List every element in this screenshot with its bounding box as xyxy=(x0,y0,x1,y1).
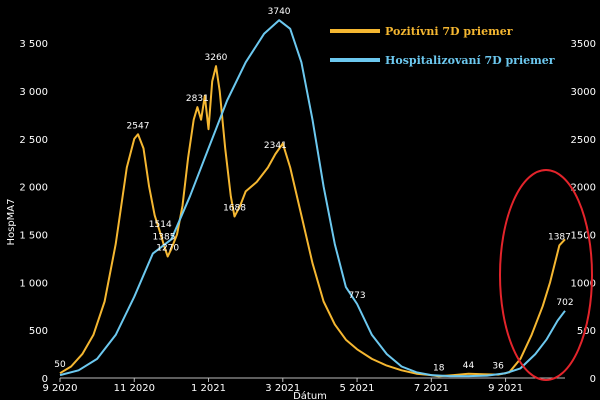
data-label: 50 xyxy=(54,360,66,370)
data-label: 18 xyxy=(433,363,445,373)
x-tick-labels: 9 2020 11 2020 1 2021 3 2021 5 2021 7 2021 9 2… xyxy=(43,378,523,394)
x-tick-label: 1 2021 xyxy=(191,383,226,394)
data-label: 702 xyxy=(556,298,573,308)
data-label: 3260 xyxy=(205,53,228,63)
x-tick-label: 5 2021 xyxy=(340,383,375,394)
y-right-tick-label: 3500 xyxy=(571,39,596,50)
data-label: 3740 xyxy=(268,7,291,17)
y-left-tick-label: 500 xyxy=(29,326,48,337)
series-layer xyxy=(59,19,566,378)
data-label: 1688 xyxy=(223,203,246,213)
y-left-tick-label: 2 500 xyxy=(19,135,48,146)
data-label: 2341 xyxy=(264,141,287,151)
y-left-tick-label: 1 000 xyxy=(19,278,48,289)
y-left-tick-label: 3 000 xyxy=(19,87,48,98)
y-left-tick-label: 1 500 xyxy=(19,230,48,241)
data-label: 2831 xyxy=(186,94,209,104)
highlight-circle xyxy=(499,169,593,381)
x-tick-label: 9 2020 xyxy=(43,383,78,394)
y-right-tick-label: 1000 xyxy=(571,278,596,289)
y-right-tick-label: 1500 xyxy=(571,230,596,241)
y-right-tick-label: 2000 xyxy=(571,183,596,194)
y-right-tick-label: 500 xyxy=(577,326,596,337)
legend-label-hospitalizovani: Hospitalizovaní 7D priemer xyxy=(385,54,555,67)
y-right-tick-label: 0 xyxy=(590,374,596,385)
data-label: 1514 xyxy=(149,220,172,230)
data-label: 773 xyxy=(348,291,365,301)
y-left-tick-label: 3 500 xyxy=(19,39,48,50)
legend-label-pozitivni: Pozitívni 7D priemer xyxy=(385,25,513,38)
data-label: 44 xyxy=(463,361,475,371)
data-label: 36 xyxy=(492,362,504,372)
x-tick-label: 11 2020 xyxy=(114,383,155,394)
legend: Pozitívni 7D priemer Hospitalizovaní 7D … xyxy=(330,25,555,67)
y-right-tick-label: 3000 xyxy=(571,87,596,98)
data-label: 1385 xyxy=(153,232,176,242)
series-line-hospitalizovani xyxy=(59,19,566,378)
data-label: 1270 xyxy=(156,243,179,253)
y-right-tick-labels: 0 500 1000 1500 2000 2500 3000 3500 xyxy=(571,39,596,385)
x-tick-label: 9 2021 xyxy=(488,383,523,394)
x-axis-title: Dátum xyxy=(293,390,327,400)
y-right-tick-label: 2500 xyxy=(571,135,596,146)
data-label: 2547 xyxy=(127,121,150,131)
x-tick-label: 3 2021 xyxy=(265,383,300,394)
x-tick-label: 7 2021 xyxy=(414,383,449,394)
y-left-tick-label: 2 000 xyxy=(19,183,48,194)
y-left-tick-labels: 0 500 1 000 1 500 2 000 2 500 3 000 3 500 xyxy=(19,39,48,385)
series-line-pozitivni xyxy=(59,65,566,378)
y-left-tick-label: 0 xyxy=(42,374,48,385)
data-label: 1387 xyxy=(548,232,571,242)
y-axis-title: HospMA7 xyxy=(6,198,17,245)
